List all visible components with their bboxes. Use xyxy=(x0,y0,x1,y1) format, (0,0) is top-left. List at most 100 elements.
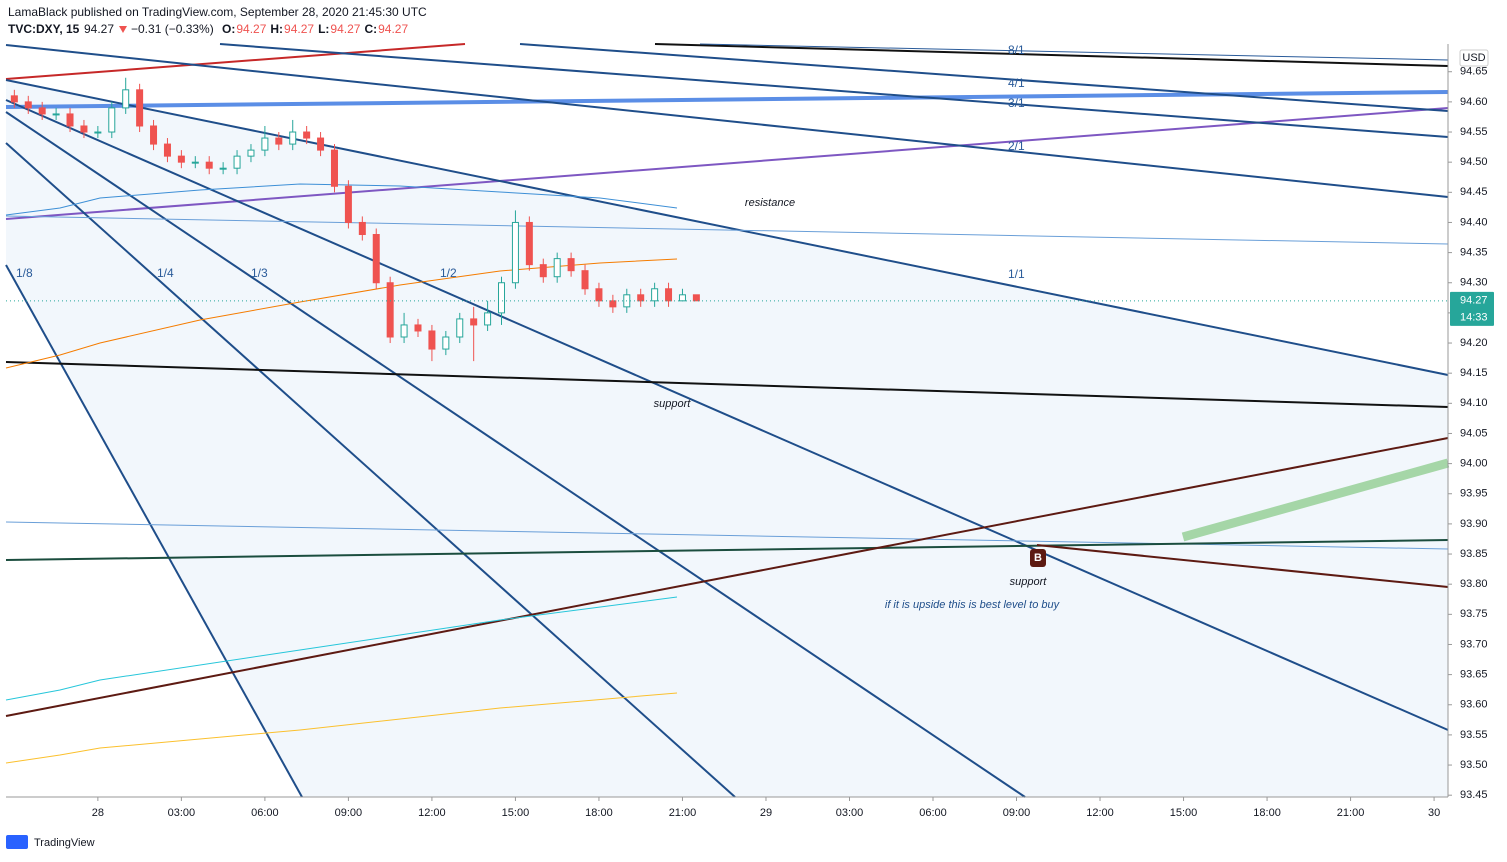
candle-body xyxy=(678,294,686,302)
candle-body xyxy=(122,89,130,109)
candle-body xyxy=(358,221,366,236)
candle-body xyxy=(581,270,589,290)
x-tick-label: 12:00 xyxy=(1086,807,1114,819)
fan-label: 1/3 xyxy=(251,266,268,280)
ohlc-value: 94.27 xyxy=(236,22,266,36)
annotation: support xyxy=(1010,576,1048,588)
candle-body xyxy=(205,161,213,169)
x-tick-label: 18:00 xyxy=(1253,807,1281,819)
x-tick-label: 29 xyxy=(760,807,772,819)
x-tick-label: 09:00 xyxy=(335,807,363,819)
change: −0.31 (−0.33%) xyxy=(131,22,214,36)
x-tick-label: 15:00 xyxy=(1170,807,1198,819)
price-tag xyxy=(1450,291,1494,326)
ohlc-value: 94.27 xyxy=(284,22,314,36)
candle-body xyxy=(442,336,450,350)
y-tick-label: 94.20 xyxy=(1460,337,1488,349)
fan-label: 2/1 xyxy=(1008,139,1025,153)
y-tick-label: 93.50 xyxy=(1460,759,1488,771)
candle-body xyxy=(233,155,241,169)
countdown: 14:33 xyxy=(1460,312,1488,324)
fan-label: 1/2 xyxy=(440,266,457,280)
candle-body xyxy=(191,161,199,164)
y-tick-label: 94.65 xyxy=(1460,66,1488,78)
candle-body xyxy=(484,312,492,326)
y-tick-label: 94.10 xyxy=(1460,397,1488,409)
y-tick-label: 94.35 xyxy=(1460,247,1488,259)
fan-fill xyxy=(6,80,1448,797)
ohlc-label: H: xyxy=(270,22,283,36)
y-tick-label: 94.30 xyxy=(1460,277,1488,289)
annotation: resistance xyxy=(745,197,795,209)
price-tag-label: 94.27 xyxy=(1460,295,1488,307)
x-tick-label: 03:00 xyxy=(836,807,864,819)
y-tick-label: 93.75 xyxy=(1460,608,1488,620)
x-tick-label: 03:00 xyxy=(168,807,196,819)
y-tick-label: 94.00 xyxy=(1460,458,1488,470)
fan-label: 1/8 xyxy=(16,266,33,280)
candle-body xyxy=(651,288,659,302)
x-tick-label: 21:00 xyxy=(1337,807,1365,819)
y-tick-label: 94.50 xyxy=(1460,156,1488,168)
candle-body xyxy=(525,221,533,266)
candle-body xyxy=(567,258,575,272)
currency: USD xyxy=(1462,52,1485,64)
fan-label: 3/1 xyxy=(1008,96,1025,110)
candle-body xyxy=(66,113,74,127)
y-tick-label: 94.45 xyxy=(1460,186,1488,198)
buy-marker-label: B xyxy=(1034,552,1042,564)
candle-body xyxy=(150,125,158,145)
candle-body xyxy=(414,324,422,332)
candle-body xyxy=(386,282,394,338)
candle-body xyxy=(10,95,18,103)
candle-body xyxy=(136,89,144,127)
candle-body xyxy=(177,155,185,163)
candle-body xyxy=(38,107,46,115)
ohlc-value: 94.27 xyxy=(378,22,408,36)
ohlc-value: 94.27 xyxy=(330,22,360,36)
ohlc-label: L: xyxy=(318,22,329,36)
y-tick-label: 93.95 xyxy=(1460,488,1488,500)
y-tick-label: 94.15 xyxy=(1460,367,1488,379)
annotation: if it is upside this is best level to bu… xyxy=(885,599,1061,611)
y-tick-label: 93.90 xyxy=(1460,518,1488,530)
brand: TradingView xyxy=(34,837,95,849)
currency-box xyxy=(1459,49,1489,67)
y-tick-label: 93.70 xyxy=(1460,638,1488,650)
candle-body xyxy=(692,294,700,302)
candle-body xyxy=(163,143,171,157)
y-tick-label: 93.80 xyxy=(1460,578,1488,590)
symbol: TVC:DXY, 15 xyxy=(8,22,80,36)
candle-body xyxy=(289,131,297,145)
candle-body xyxy=(498,282,506,314)
candle-body xyxy=(344,185,352,223)
y-tick-label: 94.40 xyxy=(1460,216,1488,228)
x-tick-label: 12:00 xyxy=(418,807,446,819)
candle-body xyxy=(511,221,519,284)
y-tick-label: 93.60 xyxy=(1460,699,1488,711)
publisher: LamaBlack published on TradingView.com, … xyxy=(8,5,427,19)
candle-body xyxy=(303,131,311,139)
candle-body xyxy=(24,101,32,109)
candle-body xyxy=(261,137,269,151)
x-tick-label: 06:00 xyxy=(251,807,279,819)
x-tick-label: 15:00 xyxy=(502,807,530,819)
down-arrow xyxy=(119,26,127,33)
candle-body xyxy=(80,125,88,133)
drawings xyxy=(5,43,1450,798)
last: 94.27 xyxy=(84,22,114,36)
candle-body xyxy=(539,264,547,278)
x-tick-label: 28 xyxy=(92,807,104,819)
candle-body xyxy=(609,300,617,308)
y-tick-label: 93.55 xyxy=(1460,729,1488,741)
fan-label: 1/1 xyxy=(1008,267,1025,281)
candle-body xyxy=(637,294,645,302)
candle-body xyxy=(94,131,102,134)
candle-body xyxy=(470,318,478,326)
x-tick-label: 21:00 xyxy=(669,807,697,819)
candle-body xyxy=(275,137,283,145)
candle-body xyxy=(400,324,408,338)
fan-label: 1/4 xyxy=(157,266,174,280)
fan-label: 4/1 xyxy=(1008,76,1025,90)
